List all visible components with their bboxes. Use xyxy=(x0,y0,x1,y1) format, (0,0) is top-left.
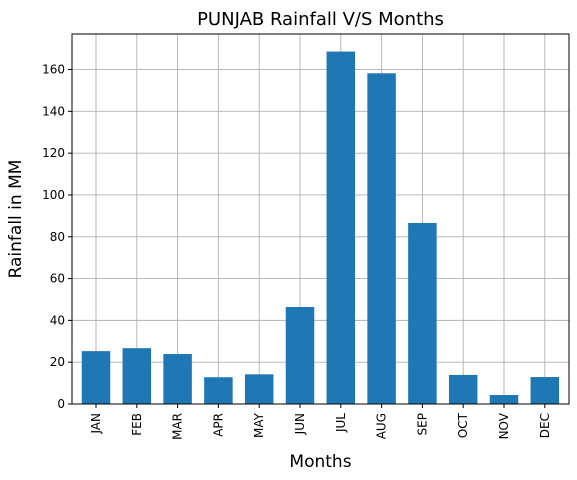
bar-aug xyxy=(367,73,396,404)
plot-frame xyxy=(71,33,570,405)
y-axis-label: Rainfall in MM xyxy=(6,160,26,279)
y-tick-label: 0 xyxy=(57,397,65,411)
x-tick-label-nov: NOV xyxy=(497,412,511,439)
bar-sep xyxy=(408,222,437,404)
x-tick-label-jan: JAN xyxy=(89,413,103,435)
x-tick-label-apr: APR xyxy=(211,413,225,437)
bar-jun xyxy=(285,307,315,404)
bar-feb xyxy=(122,348,152,404)
bar-mar xyxy=(163,354,192,404)
x-axis-ticks: JAN FEB MAR APR MAY JUN JUL AUG SEP OCT NOV DEC xyxy=(89,404,552,440)
x-tick-label-oct: OCT xyxy=(456,412,470,438)
x-tick-label-feb: FEB xyxy=(130,413,144,436)
x-tick-label-mar: MAR xyxy=(171,413,185,440)
x-tick-label-sep: SEP xyxy=(415,413,429,435)
x-tick-label-may: MAY xyxy=(252,412,266,438)
y-tick-label: 40 xyxy=(50,313,65,327)
y-tick-label: 20 xyxy=(50,355,65,369)
x-tick-label-jun: JUN xyxy=(293,413,307,435)
bar-jul xyxy=(326,51,356,404)
y-tick-label: 100 xyxy=(42,188,65,202)
grid-lines xyxy=(72,34,569,405)
y-tick-label: 140 xyxy=(42,104,65,118)
x-tick-label-aug: AUG xyxy=(375,413,389,439)
y-tick-label: 120 xyxy=(42,146,65,160)
x-tick-label-dec: DEC xyxy=(538,413,552,438)
bar-apr xyxy=(204,377,233,404)
x-tick-label-jul: JUL xyxy=(334,413,348,433)
bar-jan xyxy=(81,351,111,404)
bar-may xyxy=(244,374,274,404)
bar-oct xyxy=(448,374,478,404)
y-axis-ticks: 0 20 40 60 80 100 120 140 160 xyxy=(42,63,72,411)
y-tick-label: 60 xyxy=(50,272,65,286)
chart-title: PUNJAB Rainfall V/S Months xyxy=(197,9,444,30)
bars-group xyxy=(81,51,560,404)
y-tick-label: 80 xyxy=(50,230,65,244)
bar-dec xyxy=(530,377,560,404)
x-axis-label: Months xyxy=(289,452,351,472)
y-tick-label: 160 xyxy=(42,63,65,77)
plot-background xyxy=(72,34,569,404)
bar-nov xyxy=(489,395,519,404)
